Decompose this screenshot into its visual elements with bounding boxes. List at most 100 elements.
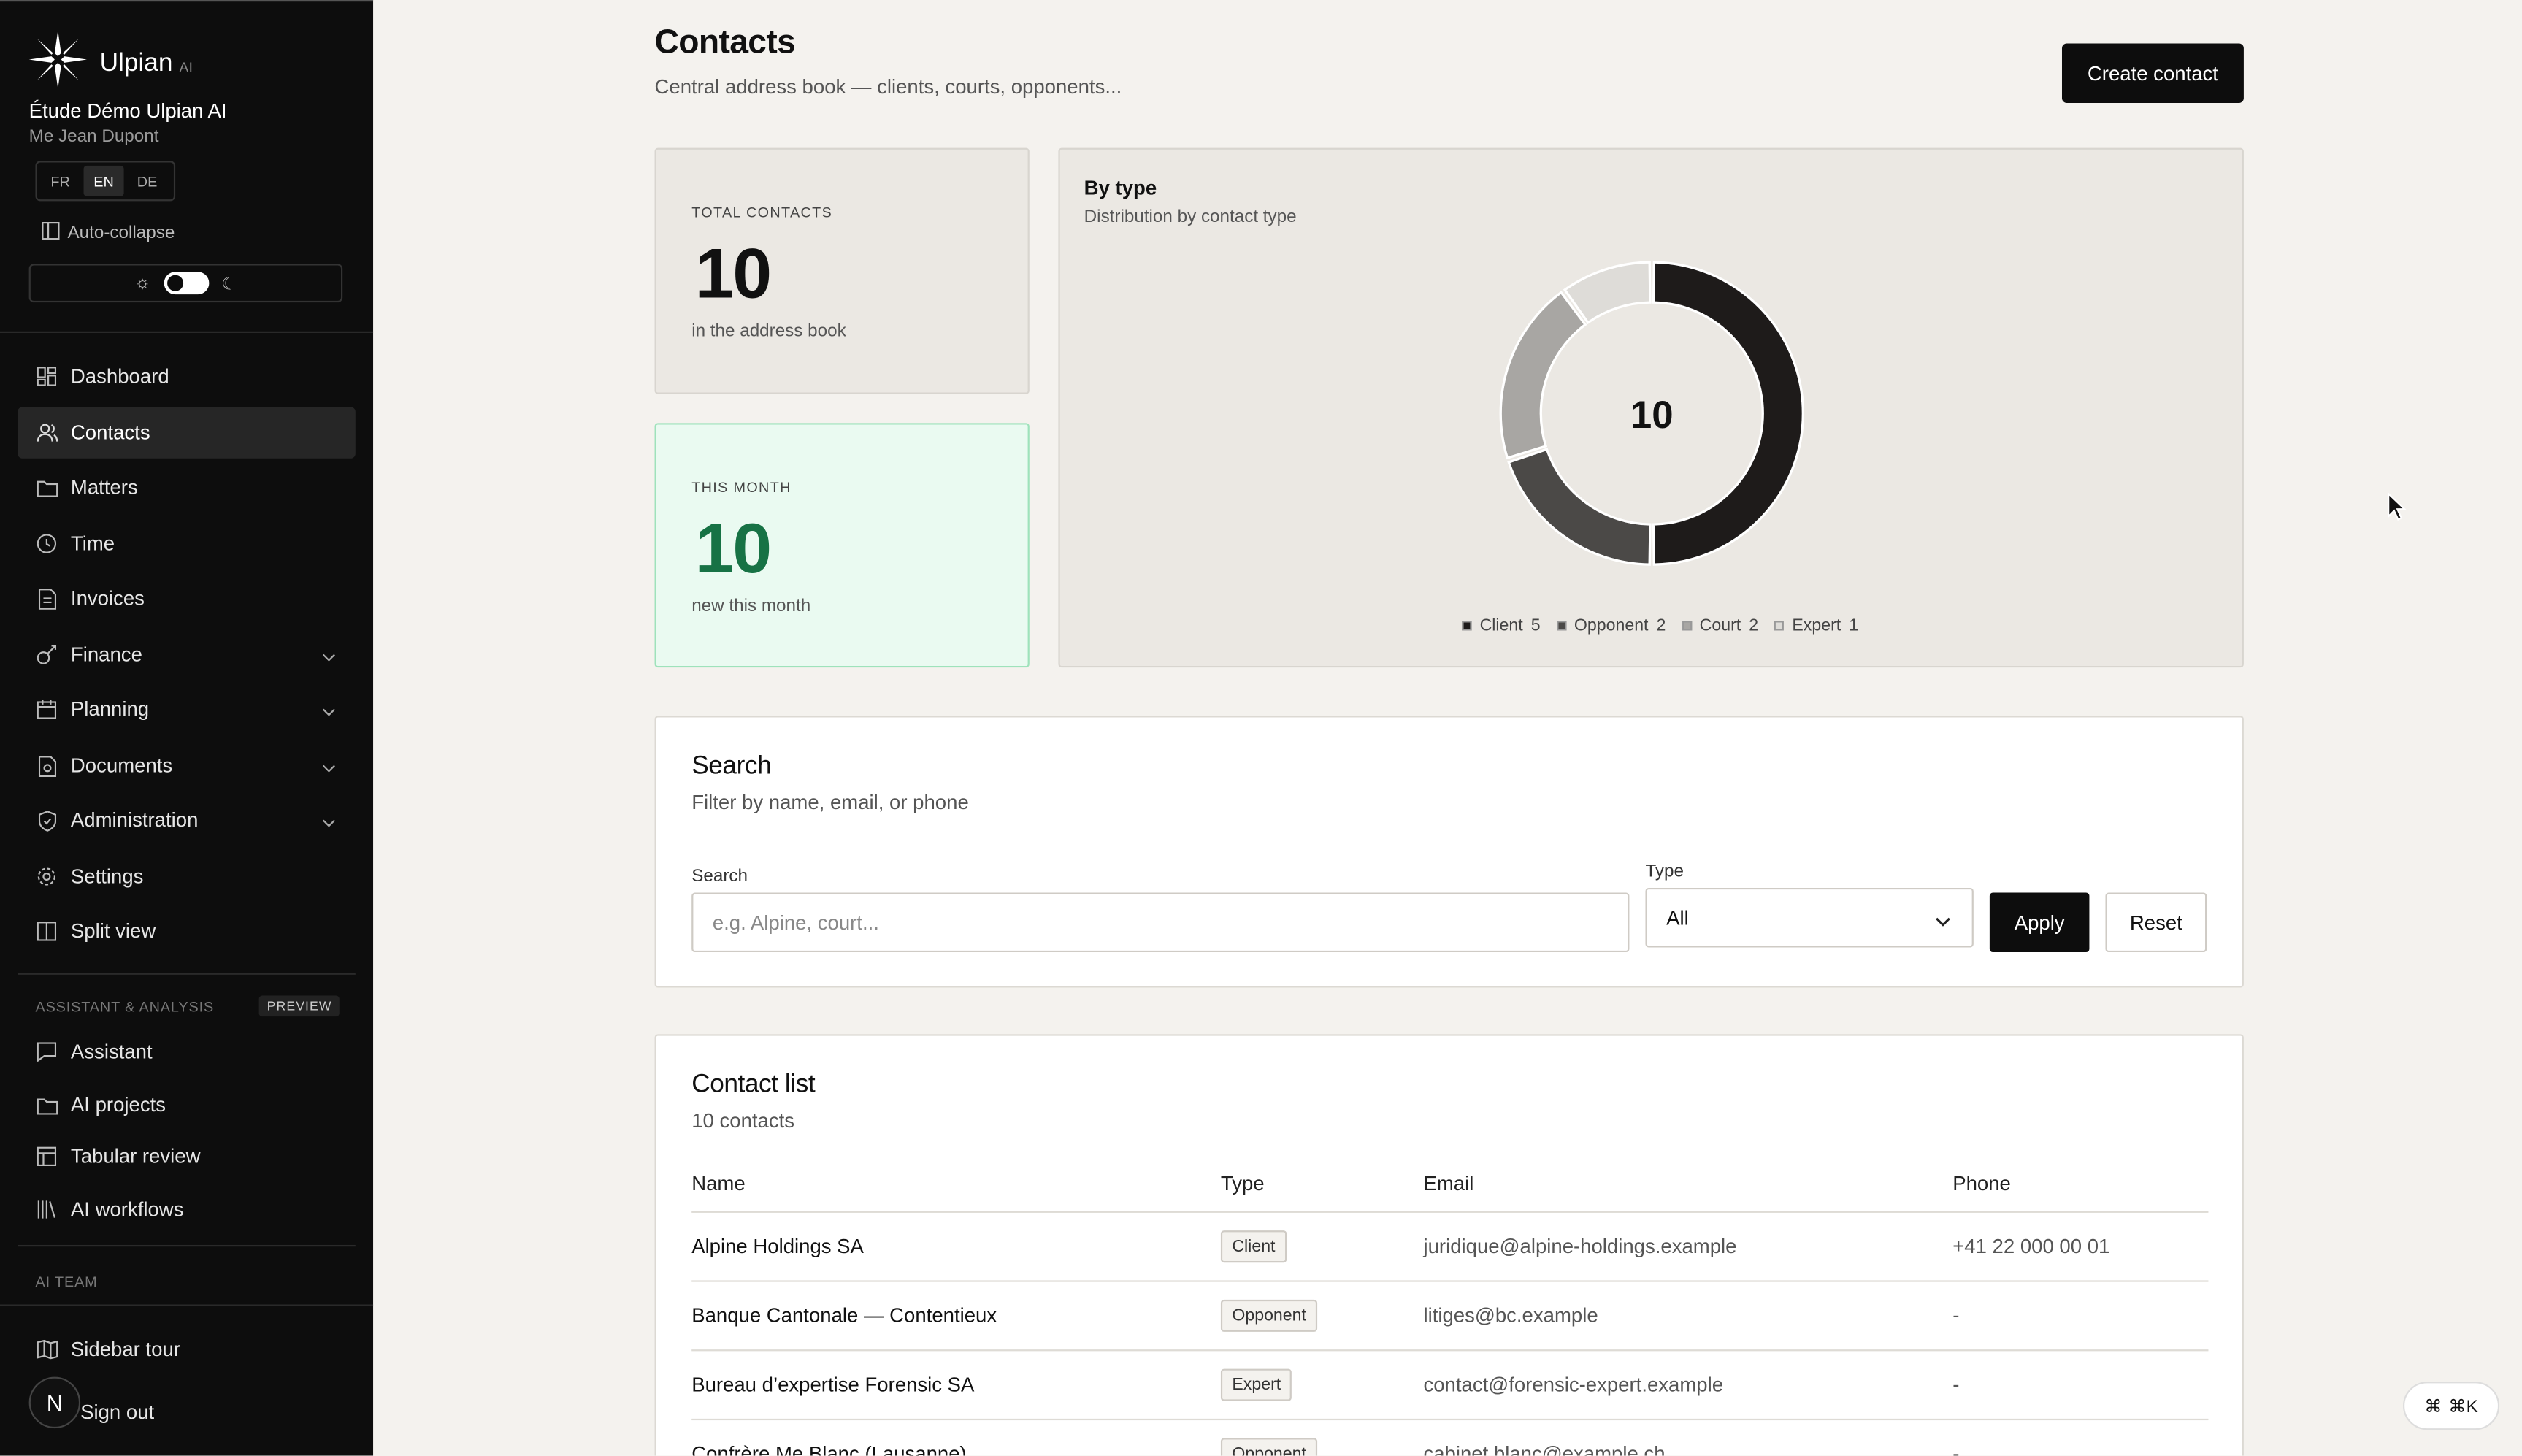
donut-slice-expert[interactable]	[1563, 261, 1652, 325]
sidebar-item-documents[interactable]: Documents	[18, 740, 356, 791]
column-header-phone[interactable]: Phone	[1952, 1172, 2011, 1195]
section-team-label: AI TEAM	[35, 1273, 98, 1290]
sidebar-item-contacts[interactable]: Contacts	[18, 407, 356, 459]
type-badge: Opponent	[1220, 1438, 1318, 1456]
contact-name[interactable]: Bureau d’expertise Forensic SA	[691, 1373, 975, 1397]
table-row[interactable]: Banque Cantonale — Contentieux Opponent …	[691, 1280, 2209, 1349]
donut-slice-court[interactable]	[1499, 291, 1587, 460]
sidebar-item-invoices[interactable]: Invoices	[18, 572, 356, 624]
theme-toggle[interactable]	[163, 272, 209, 295]
legend-swatch	[1462, 621, 1472, 631]
chevron-down-icon	[322, 756, 337, 778]
donut-center-total: 10	[1630, 394, 1674, 437]
sidebar-item-administration[interactable]: Administration	[18, 794, 356, 846]
sidebar-item-split-view[interactable]: Split view	[18, 905, 356, 957]
folder-icon	[35, 476, 58, 499]
type-select[interactable]: All	[1645, 887, 1974, 948]
by-type-card: By type Distribution by contact type 10 …	[1058, 147, 2244, 668]
sidebar-item-matters[interactable]: Matters	[18, 461, 356, 513]
column-header-type[interactable]: Type	[1220, 1172, 1265, 1195]
sidebar-item-label: Tabular review	[70, 1145, 201, 1168]
contact-email: juridique@alpine-holdings.example	[1423, 1235, 1737, 1258]
legend-value: 5	[1530, 616, 1541, 636]
chevron-down-icon	[322, 645, 337, 667]
sidebar-item-label: Dashboard	[70, 365, 169, 388]
avatar[interactable]: N	[28, 1376, 81, 1429]
reset-button[interactable]: Reset	[2105, 892, 2207, 953]
donut-slice-opponent[interactable]	[1507, 448, 1652, 566]
auto-collapse-toggle[interactable]: Auto-collapse	[42, 221, 175, 245]
clock-icon	[35, 532, 58, 555]
calendar-icon	[35, 698, 58, 721]
contact-phone: -	[1952, 1442, 1960, 1456]
folder-icon	[35, 1094, 58, 1116]
sidebar-item-label: Time	[70, 532, 115, 555]
sidebar-item-settings[interactable]: Settings	[18, 851, 356, 902]
brand[interactable]: Ulpian AI	[28, 30, 193, 96]
legend-label: Opponent	[1574, 616, 1649, 636]
sidebar-item-label: Documents	[70, 754, 173, 777]
legend-label: Expert	[1792, 616, 1841, 636]
sidebar-item-time[interactable]: Time	[18, 518, 356, 569]
section-assistant-label: ASSISTANT & ANALYSIS	[35, 998, 215, 1015]
sidebar-item-label: AI projects	[70, 1093, 166, 1116]
dashboard-icon	[35, 365, 58, 388]
sign-out-button[interactable]: Sign out	[80, 1401, 155, 1424]
this-month-sub: new this month	[691, 597, 811, 616]
create-contact-button[interactable]: Create contact	[2061, 43, 2244, 103]
contact-name[interactable]: Banque Cantonale — Contentieux	[691, 1304, 997, 1327]
sidebar-collapse-icon	[42, 221, 60, 245]
sidebar-item-label: Settings	[70, 865, 144, 888]
sidebar-item-ai-workflows[interactable]: AI workflows	[18, 1184, 356, 1235]
type-field-label: Type	[1645, 862, 1684, 882]
table-row[interactable]: Bureau d’expertise Forensic SA Expert co…	[691, 1349, 2209, 1419]
contact-list-title: Contact list	[691, 1071, 816, 1099]
sidebar-item-label: Split view	[70, 920, 156, 943]
column-header-name[interactable]: Name	[691, 1172, 746, 1195]
sidebar-item-assistant[interactable]: Assistant	[18, 1026, 356, 1077]
sidebar-divider	[18, 1244, 356, 1247]
contact-phone: -	[1952, 1304, 1960, 1327]
table-row[interactable]: Confrère Me Blanc (Lausanne) Opponent ca…	[691, 1418, 2209, 1456]
search-title: Search	[691, 752, 772, 781]
by-type-subtitle: Distribution by contact type	[1084, 207, 1297, 227]
chart-legend: Client 5 Opponent 2 Court 2 Expert 1	[1462, 616, 1858, 635]
lang-de[interactable]: DE	[137, 172, 158, 189]
sidebar-item-label: Contacts	[70, 421, 150, 444]
column-header-email[interactable]: Email	[1423, 1172, 1474, 1195]
type-select-value: All	[1666, 906, 1689, 930]
shortcut-label: ⌘K	[2448, 1397, 2478, 1417]
lang-en[interactable]: EN	[83, 165, 124, 196]
chevron-down-icon	[322, 700, 337, 722]
page-title: Contacts	[654, 24, 796, 61]
sidebar-item-planning[interactable]: Planning	[18, 683, 356, 735]
legend-label: Client	[1479, 616, 1523, 636]
search-field-label: Search	[691, 867, 748, 886]
language-switcher: FR EN DE	[35, 161, 176, 202]
contact-name[interactable]: Confrère Me Blanc (Lausanne)	[691, 1442, 967, 1456]
lang-fr[interactable]: FR	[50, 172, 70, 189]
legend-value: 2	[1656, 616, 1666, 636]
search-input[interactable]: e.g. Alpine, court...	[691, 892, 1630, 953]
total-contacts-label: TOTAL CONTACTS	[691, 204, 833, 221]
sidebar-divider	[18, 973, 356, 975]
contact-name[interactable]: Alpine Holdings SA	[691, 1235, 864, 1258]
mouse-cursor-icon	[2388, 492, 2407, 521]
sidebar-item-label: Sidebar tour	[70, 1338, 180, 1361]
apply-button[interactable]: Apply	[1989, 892, 2090, 953]
sidebar-item-ai-projects[interactable]: AI projects	[18, 1079, 356, 1130]
command-palette-button[interactable]: ⌘ ⌘K	[2402, 1382, 2500, 1430]
type-badge: Opponent	[1220, 1299, 1318, 1332]
brand-suffix: AI	[179, 58, 193, 75]
theme-switcher: ☼ ☾	[28, 264, 343, 303]
sidebar-divider	[0, 1304, 374, 1306]
donut-slice-client[interactable]	[1652, 261, 1804, 566]
sidebar-item-sidebar-tour[interactable]: Sidebar tour	[18, 1324, 356, 1375]
sidebar-item-dashboard[interactable]: Dashboard	[18, 350, 356, 402]
table-row[interactable]: Alpine Holdings SA Client juridique@alpi…	[691, 1211, 2209, 1281]
sidebar-item-label: Invoices	[70, 587, 145, 610]
sidebar-item-finance[interactable]: Finance	[18, 629, 356, 680]
contact-type-donut-chart: 10	[1499, 261, 1804, 566]
sidebar-item-tabular-review[interactable]: Tabular review	[18, 1131, 356, 1182]
